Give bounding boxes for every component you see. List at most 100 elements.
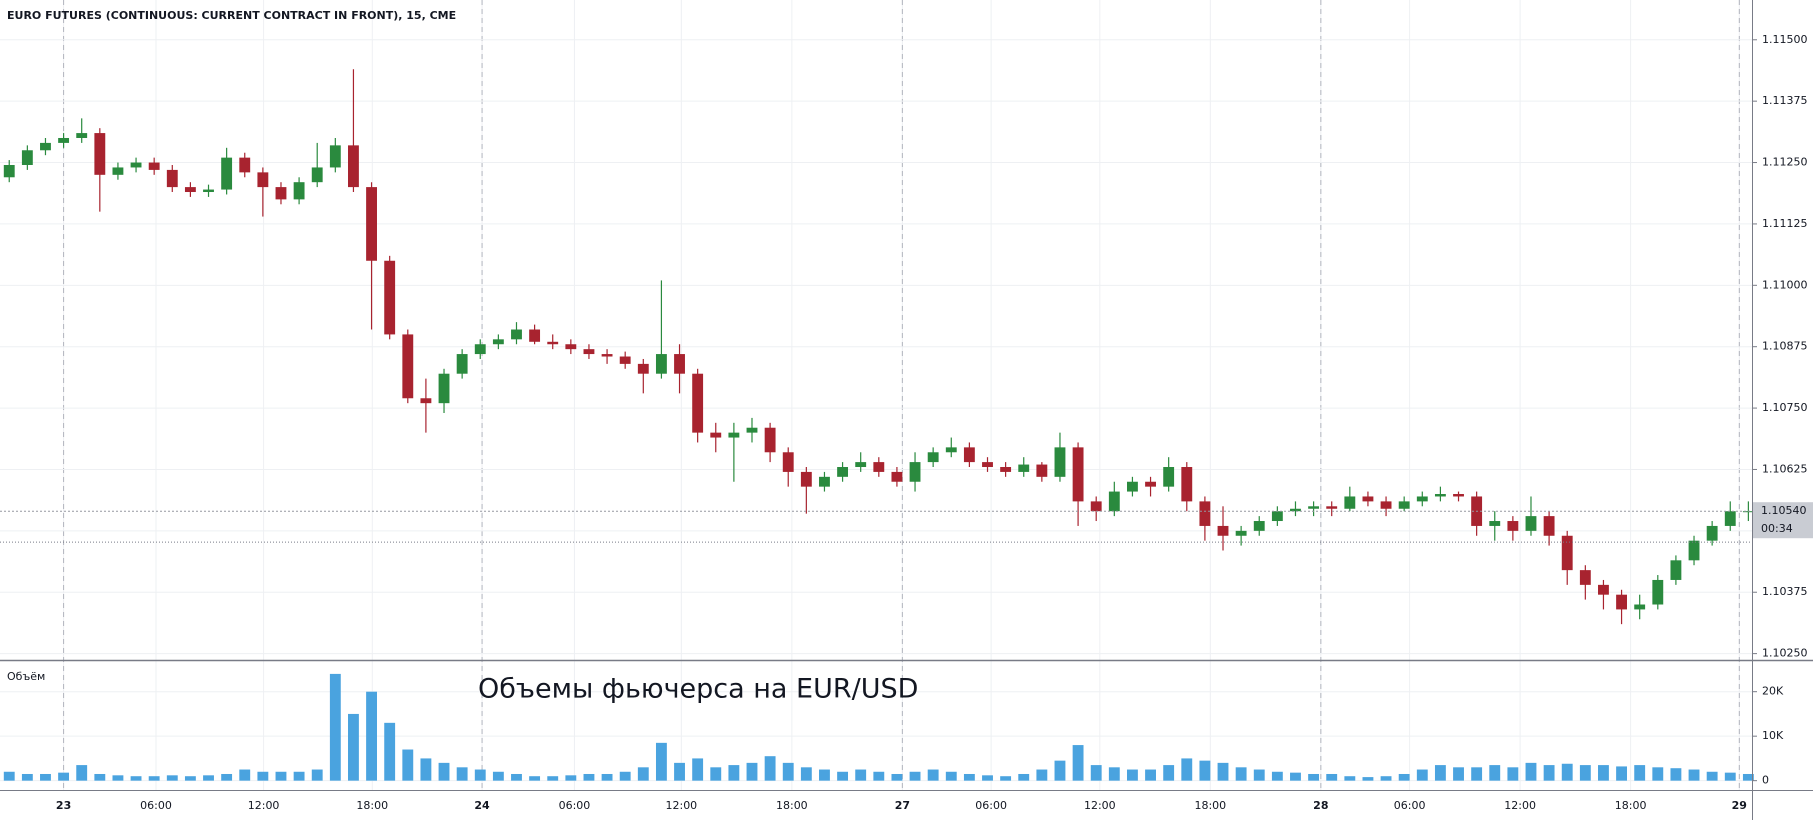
- candle-body: [275, 187, 287, 200]
- candle-body: [800, 471, 812, 487]
- volume-bar: [492, 771, 504, 781]
- candle-body: [329, 145, 341, 168]
- candle-body: [1054, 447, 1066, 477]
- volume-bar: [1724, 772, 1736, 781]
- volume-bar: [221, 773, 233, 781]
- candle-body: [1235, 530, 1247, 536]
- candle-body: [130, 162, 142, 168]
- volume-bar: [1489, 765, 1501, 781]
- candle-body: [1561, 535, 1573, 571]
- volume-bar: [1543, 765, 1555, 781]
- x-tick-label: 29: [1732, 799, 1747, 812]
- candle-body: [746, 427, 758, 433]
- volume-bar: [1688, 769, 1700, 781]
- volume-bar: [565, 775, 577, 781]
- volume-bar: [1380, 776, 1392, 781]
- candle-body: [402, 334, 414, 399]
- volume-bar: [963, 773, 975, 781]
- volume-bar: [1036, 769, 1048, 781]
- candle-body: [655, 354, 667, 374]
- candle-body: [963, 447, 975, 463]
- candle-body: [764, 427, 776, 453]
- candle-body: [311, 167, 323, 183]
- candle-body: [1199, 501, 1211, 526]
- volume-bar: [674, 762, 685, 781]
- volume-bar: [511, 773, 522, 781]
- y-tick-label: 1.11000: [1762, 278, 1808, 291]
- candle-body: [348, 145, 359, 188]
- volume-bar: [1507, 767, 1519, 781]
- candle-body: [511, 329, 522, 340]
- candle-body: [855, 462, 867, 468]
- x-tick-label: 12:00: [665, 799, 697, 812]
- volume-bar: [1416, 769, 1428, 781]
- candle-body: [420, 398, 432, 404]
- volume-bar: [1217, 762, 1229, 781]
- candle-body: [492, 339, 504, 345]
- y-tick-label: 1.11250: [1762, 156, 1808, 169]
- x-tick-label: 18:00: [1615, 799, 1647, 812]
- volume-bar: [1471, 767, 1483, 781]
- volume-bar: [855, 769, 867, 781]
- candle-body: [782, 452, 794, 472]
- volume-bar: [438, 762, 450, 781]
- candle-body: [547, 341, 559, 345]
- candle-body: [819, 476, 830, 487]
- candle-body: [1652, 579, 1664, 605]
- volume-bar: [184, 776, 196, 781]
- candle-body: [1688, 540, 1700, 561]
- volume-bar: [1670, 768, 1682, 781]
- chart-title: EURO FUTURES (CONTINUOUS: CURRENT CONTRA…: [7, 9, 456, 22]
- candle-body: [221, 157, 233, 190]
- volume-tick-label: 0: [1762, 774, 1769, 787]
- volume-bar: [1271, 771, 1283, 781]
- volume-bar: [40, 773, 51, 781]
- candle-body: [1036, 464, 1048, 477]
- volume-bar: [1434, 765, 1446, 781]
- volume-bar: [1181, 758, 1193, 781]
- volume-bar: [1326, 773, 1338, 781]
- volume-bar: [529, 776, 541, 781]
- candle-body: [945, 447, 957, 453]
- y-tick-label: 1.10625: [1762, 462, 1808, 475]
- candle-body: [1398, 501, 1410, 509]
- candle-body: [1706, 525, 1718, 541]
- candle-body: [1308, 506, 1320, 509]
- candle-body: [1018, 464, 1030, 472]
- candle-body: [1253, 521, 1265, 531]
- y-tick-label: 1.10250: [1762, 647, 1808, 660]
- candle-body: [184, 187, 196, 193]
- candle-body: [40, 142, 51, 151]
- grid-layer: [0, 0, 1752, 790]
- volume-bar: [1145, 769, 1156, 781]
- candle-body: [909, 462, 921, 482]
- volume-bar: [1253, 769, 1265, 781]
- x-tick-label: 27: [895, 799, 910, 812]
- candle-body: [710, 432, 722, 438]
- annotation: Объемы фьючерса на EUR/USD: [478, 674, 918, 705]
- countdown-label: 00:34: [1761, 522, 1793, 535]
- candle-body: [1072, 447, 1084, 502]
- volume-bar: [1561, 763, 1573, 781]
- x-tick-label: 06:00: [559, 799, 591, 812]
- candle-body: [58, 137, 70, 143]
- candle-body: [982, 462, 993, 468]
- candle-body: [619, 356, 631, 364]
- volume-bar: [1525, 762, 1537, 781]
- volume-bar: [1235, 767, 1247, 781]
- candle-body: [257, 172, 269, 188]
- candle-body: [94, 133, 106, 175]
- candle-body: [1181, 467, 1193, 502]
- volume-bar: [1054, 760, 1066, 781]
- volume-bar: [474, 769, 486, 781]
- candle-body: [837, 467, 849, 477]
- volume-bar: [637, 767, 649, 781]
- volume-bar: [1018, 773, 1030, 781]
- candle-body: [1145, 481, 1156, 487]
- candle-body: [3, 165, 15, 178]
- y-tick-label: 1.10750: [1762, 401, 1808, 414]
- volume-title: Объём: [7, 670, 45, 683]
- candle-body: [438, 373, 450, 404]
- volume-bar: [112, 775, 124, 781]
